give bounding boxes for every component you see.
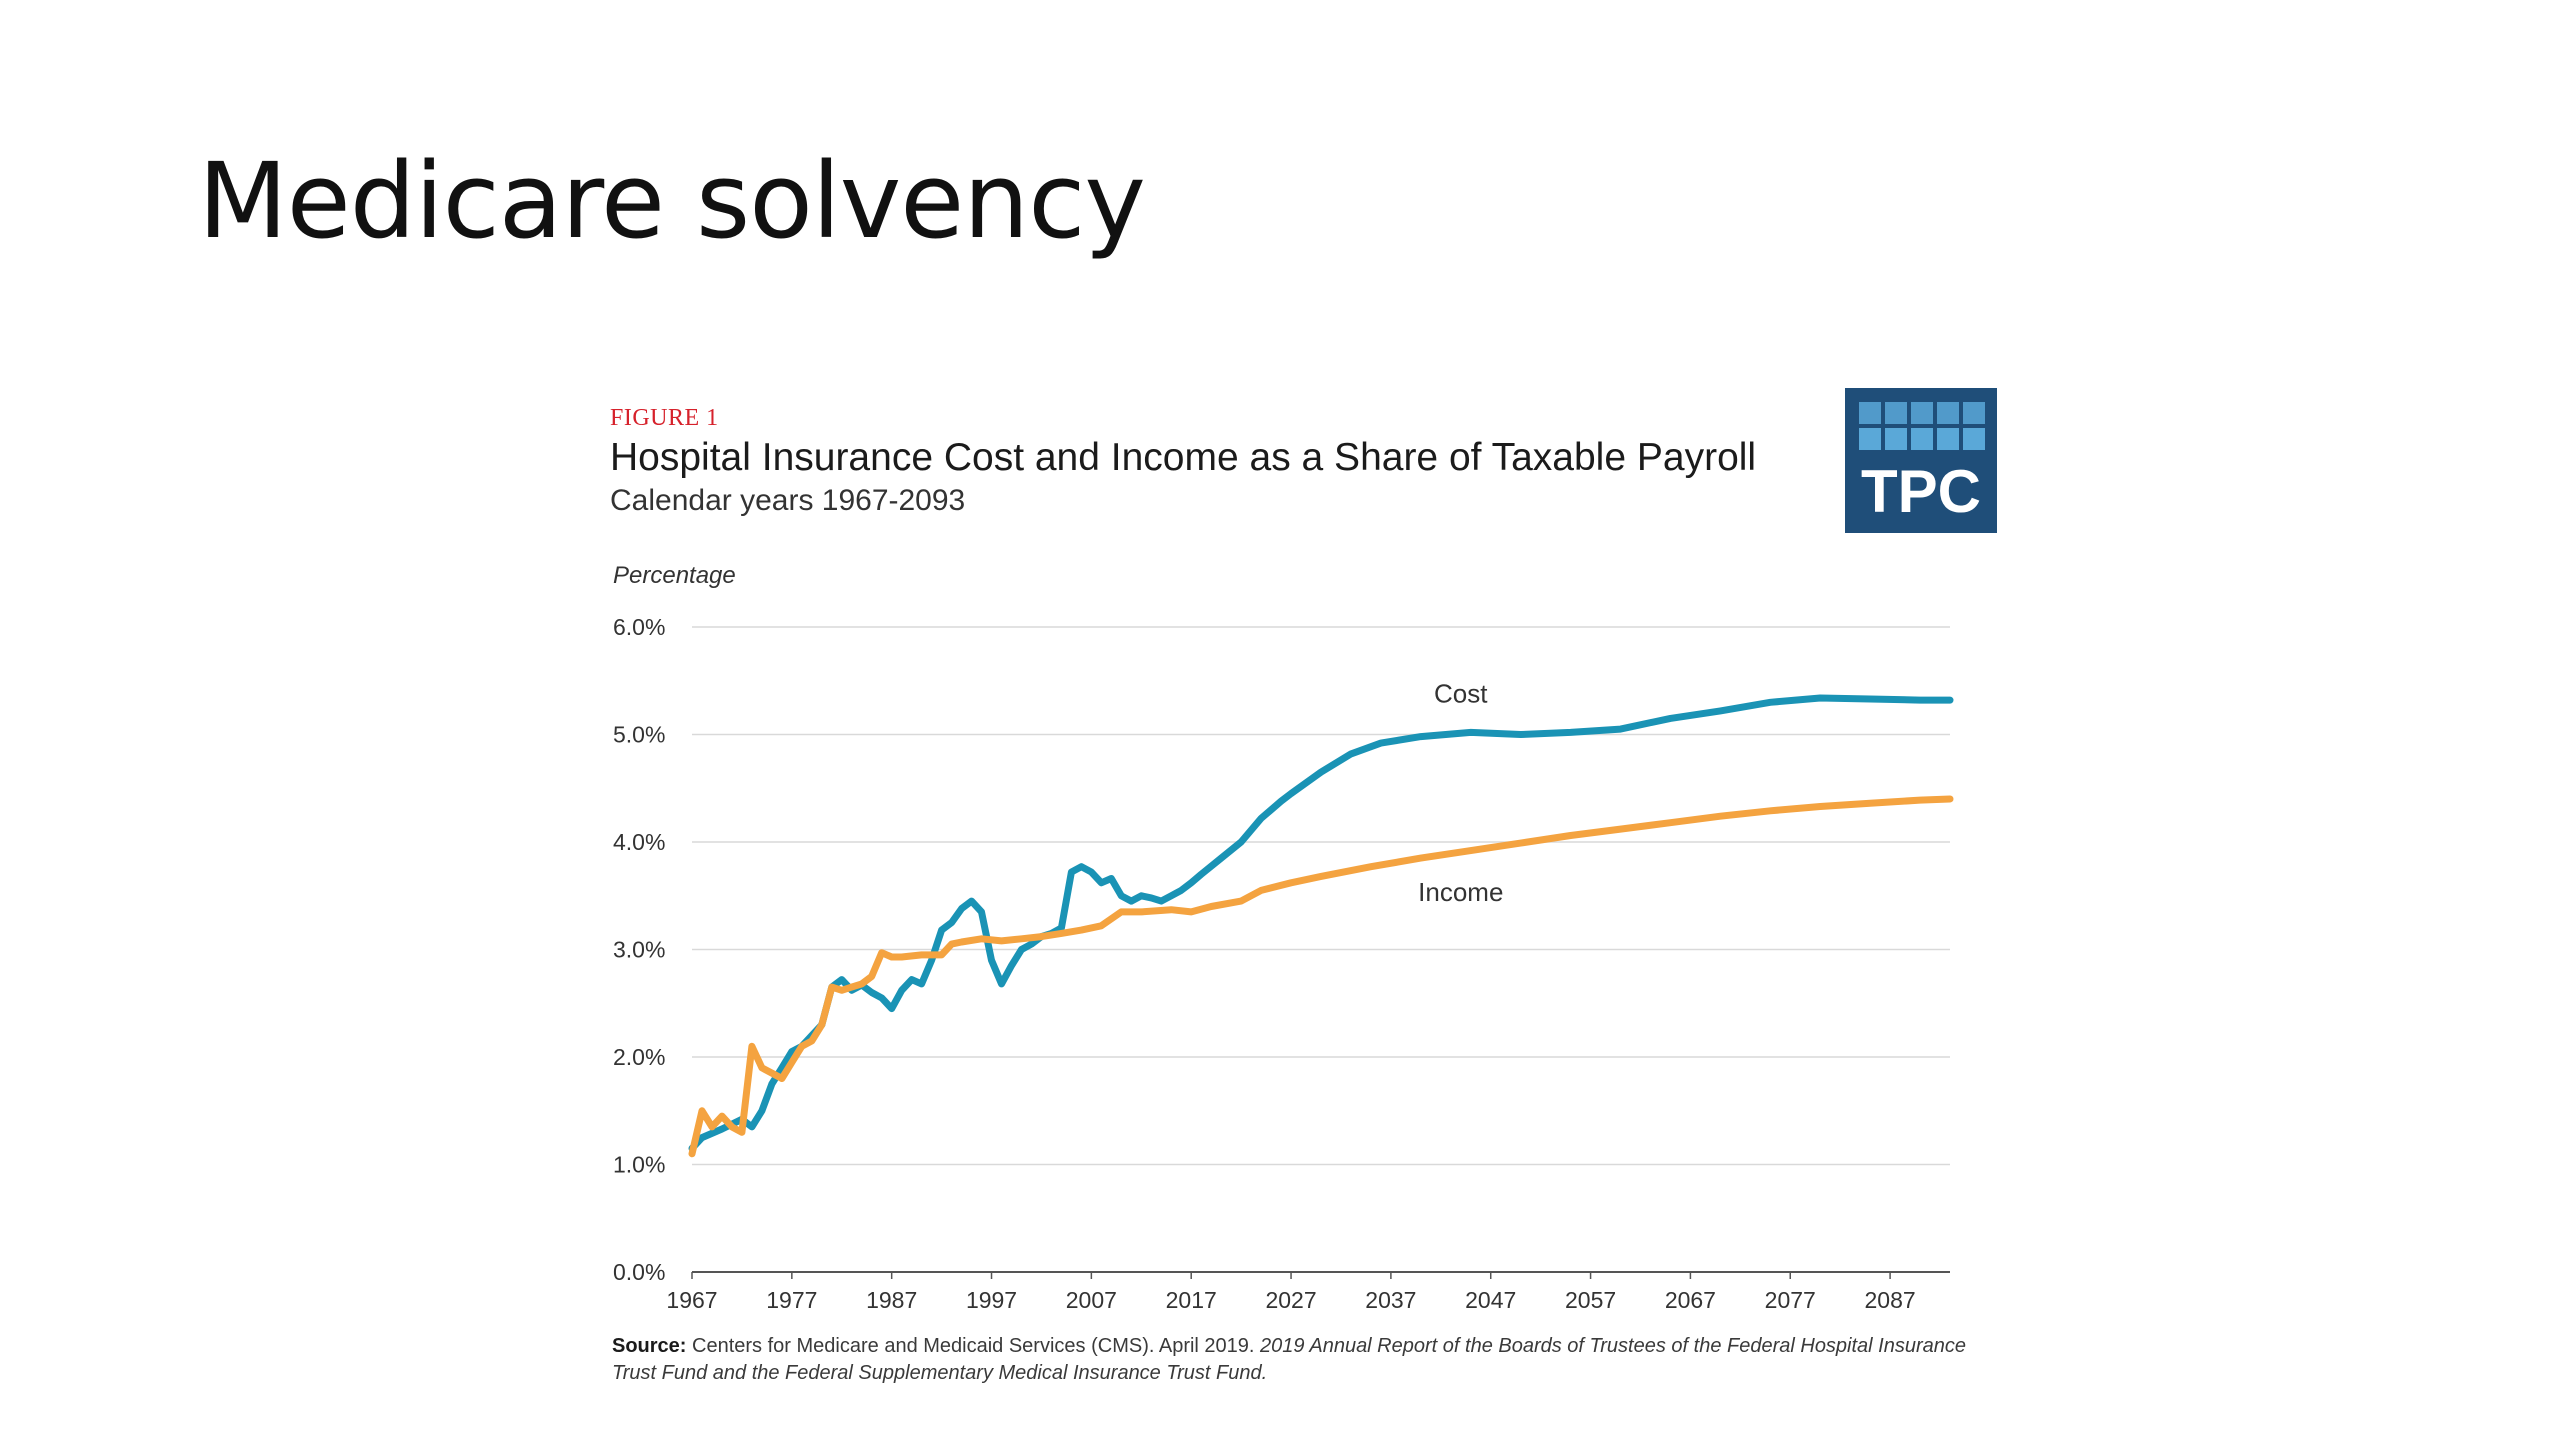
source-text-italic: 2019 Annual Report of the Boards of Trus… bbox=[612, 1335, 1967, 1384]
y-tick-label: 0.0% bbox=[613, 1259, 665, 1285]
y-tick-label: 5.0% bbox=[613, 722, 665, 748]
logo-square bbox=[1859, 428, 1881, 450]
series-line-cost bbox=[688, 694, 1954, 1152]
slide-title: Medicare solvency bbox=[198, 140, 1146, 262]
source-note: Source: Centers for Medicare and Medicai… bbox=[612, 1333, 1992, 1387]
x-tick-label: 1977 bbox=[766, 1287, 817, 1313]
x-tick-label: 1967 bbox=[666, 1287, 717, 1313]
x-tick-label: 2077 bbox=[1765, 1287, 1816, 1313]
x-tick-label: 2007 bbox=[1066, 1287, 1117, 1313]
series-label-cost: Cost bbox=[1434, 678, 1488, 708]
x-tick-label: 1987 bbox=[866, 1287, 917, 1313]
logo-square bbox=[1937, 402, 1959, 424]
y-tick-label: 2.0% bbox=[613, 1044, 665, 1070]
logo-square bbox=[1885, 428, 1907, 450]
logo-grid-squares bbox=[1859, 402, 1985, 450]
logo-square bbox=[1963, 428, 1985, 450]
y-tick-label: 4.0% bbox=[613, 829, 665, 855]
tpc-logo: TPC bbox=[1845, 388, 1997, 533]
x-tick-label: 2037 bbox=[1365, 1287, 1416, 1313]
series-label-income: Income bbox=[1418, 877, 1503, 907]
logo-square bbox=[1937, 428, 1959, 450]
source-label: Source: bbox=[612, 1335, 687, 1357]
x-tick-label: 2017 bbox=[1166, 1287, 1217, 1313]
logo-text: TPC bbox=[1861, 458, 1981, 525]
y-tick-label: 6.0% bbox=[613, 614, 665, 640]
chart-title: Hospital Insurance Cost and Income as a … bbox=[610, 436, 1757, 479]
x-tick-label: 1997 bbox=[966, 1287, 1017, 1313]
logo-square bbox=[1859, 402, 1881, 424]
source-text: Centers for Medicare and Medicaid Servic… bbox=[686, 1335, 1261, 1357]
x-tick-label: 2047 bbox=[1465, 1287, 1516, 1313]
logo-square bbox=[1911, 402, 1933, 424]
x-tick-label: 2067 bbox=[1665, 1287, 1716, 1313]
logo-square bbox=[1885, 402, 1907, 424]
y-tick-label: 3.0% bbox=[613, 937, 665, 963]
figure-label: FIGURE 1 bbox=[610, 405, 719, 431]
x-tick-label: 2087 bbox=[1865, 1287, 1916, 1313]
chart-subtitle: Calendar years 1967-2093 bbox=[610, 484, 966, 517]
x-tick-label: 2027 bbox=[1265, 1287, 1316, 1313]
x-tick-label: 2057 bbox=[1565, 1287, 1616, 1313]
logo-square bbox=[1911, 428, 1933, 450]
y-tick-label: 1.0% bbox=[613, 1152, 665, 1178]
logo-square bbox=[1963, 402, 1985, 424]
series-line-income bbox=[688, 795, 1954, 1158]
y-axis-label: Percentage bbox=[613, 562, 736, 589]
